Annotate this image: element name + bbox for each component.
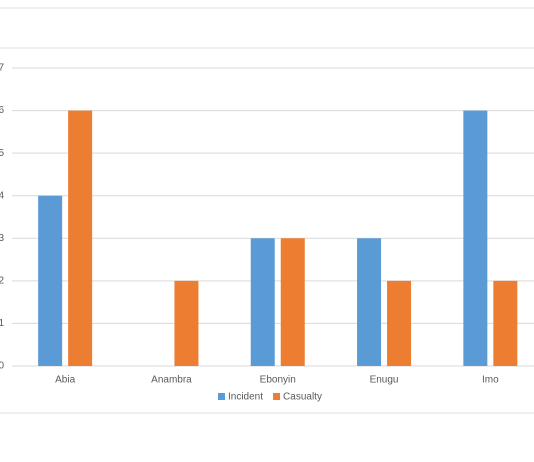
bar (280, 238, 305, 366)
bar (250, 238, 275, 366)
bar (463, 110, 488, 366)
y-tick-label: 7 (0, 63, 4, 74)
x-tick-label: Abia (55, 375, 75, 386)
y-tick-label: 5 (0, 148, 4, 159)
bar (387, 280, 412, 366)
x-tick-label: Enugu (370, 375, 399, 386)
bar (357, 238, 382, 366)
legend-swatch (273, 393, 281, 400)
legend-label: Incident (228, 392, 263, 403)
legend-label: Casualty (283, 392, 322, 403)
bar (38, 195, 63, 366)
bar (493, 280, 518, 366)
legend-swatch (218, 393, 225, 400)
x-tick-label: Anambra (151, 375, 192, 386)
x-tick-label: Ebonyin (260, 375, 296, 386)
bar (68, 110, 93, 366)
y-tick-label: 4 (0, 190, 4, 201)
y-tick-label: 6 (0, 105, 4, 116)
y-tick-label: 3 (0, 233, 4, 244)
y-tick-label: 1 (0, 318, 4, 329)
y-tick-label: 0 (0, 361, 4, 372)
y-tick-label: 2 (0, 275, 4, 286)
bar (174, 280, 199, 366)
x-tick-label: Imo (482, 375, 499, 386)
